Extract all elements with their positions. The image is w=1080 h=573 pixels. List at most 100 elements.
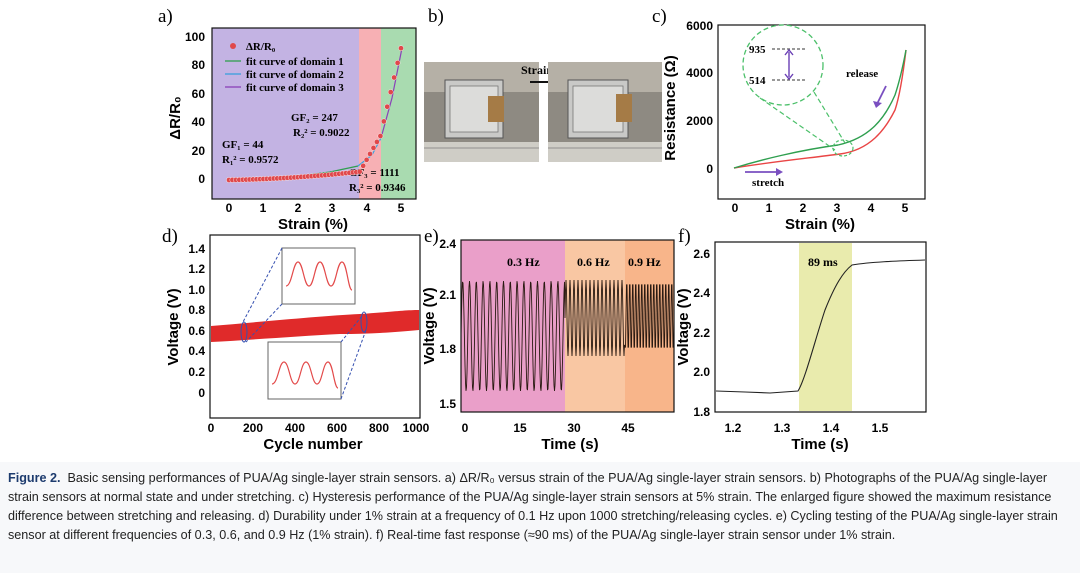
panel-c-xticks: 0 1 2 3 4 5 [732, 201, 909, 215]
photo-stretched-state [548, 62, 662, 162]
svg-text:60: 60 [192, 87, 206, 101]
svg-text:80: 80 [192, 58, 206, 72]
figure-canvas: a) ΔR/R₀ fit curve of domain 1 fit curve… [158, 6, 927, 453]
gf1-label: GF₁ = 44 [222, 139, 264, 151]
svg-text:1.8: 1.8 [693, 405, 710, 419]
svg-text:1.8: 1.8 [439, 342, 456, 356]
strain-label: Strain [521, 63, 553, 77]
svg-text:2.2: 2.2 [693, 326, 710, 340]
svg-text:1000: 1000 [403, 421, 430, 435]
svg-text:0.2: 0.2 [188, 365, 205, 379]
panel-a: a) ΔR/R₀ fit curve of domain 1 fit curve… [158, 6, 417, 233]
stretch-curve [733, 49, 907, 169]
svg-text:0: 0 [462, 421, 469, 435]
panel-d-yticks: 0 0.2 0.4 0.6 0.8 1.0 1.2 1.4 [188, 242, 205, 400]
svg-text:1.4: 1.4 [823, 421, 840, 435]
data-point [380, 118, 387, 125]
panel-d: d) 0 0.2 0.4 0.6 0.8 1.0 1.2 1.4 0 200 4… [162, 226, 430, 453]
panel-f: f) 89 ms 1.8 2.0 2.2 2.4 2.6 1.2 1.3 1.4… [675, 226, 927, 453]
svg-text:1.5: 1.5 [439, 397, 456, 411]
inset-late-cycles [267, 341, 342, 400]
data-point [370, 145, 377, 151]
svg-text:1: 1 [260, 201, 267, 215]
svg-text:0: 0 [208, 421, 215, 435]
panel-e-yticks: 1.5 1.8 2.1 2.4 [439, 237, 456, 411]
panel-a-letter: a) [158, 6, 173, 27]
svg-text:1.2: 1.2 [188, 262, 205, 276]
svg-text:20: 20 [192, 144, 206, 158]
domain-2-region [359, 28, 381, 199]
legend-item: fit curve of domain 2 [246, 69, 344, 81]
data-point [398, 45, 404, 52]
release-label: release [846, 68, 878, 80]
panel-c-ylabel: Resistance (Ω) [662, 55, 679, 160]
voltage-wave [461, 279, 674, 392]
panel-a-xticks: 0 1 2 3 4 5 [226, 201, 405, 215]
panel-e-ylabel: Voltage (V) [421, 287, 438, 364]
svg-text:400: 400 [285, 421, 305, 435]
svg-text:0: 0 [732, 201, 739, 215]
data-points [226, 45, 404, 183]
svg-text:0: 0 [198, 386, 205, 400]
svg-text:6000: 6000 [686, 19, 713, 33]
inset-early-cycles [281, 247, 356, 305]
up-arrow-icon [784, 48, 794, 56]
panel-a-frame [211, 27, 417, 200]
caption-title: Figure 2. [8, 471, 61, 485]
panel-f-yticks: 1.8 2.0 2.2 2.4 2.6 [693, 247, 710, 419]
legend-item: fit curve of domain 3 [246, 82, 344, 94]
svg-text:2: 2 [295, 201, 302, 215]
r3-label: R₃² = 0.9346 [349, 182, 406, 194]
data-point [360, 162, 367, 169]
inset-value-514: 514 [749, 75, 766, 87]
legend-marker-icon [230, 43, 236, 49]
photo-normal-state [424, 62, 539, 162]
panel-c: c) 935 514 release stretch 0 2000 4000 6… [652, 6, 926, 233]
panel-d-ylabel: Voltage (V) [165, 288, 182, 365]
svg-text:2.1: 2.1 [439, 288, 456, 302]
panel-e: e) 0.3 Hz 0.6 Hz 0.9 Hz 1.5 1.8 2.1 2.4 … [421, 226, 675, 453]
panel-f-letter: f) [678, 226, 691, 247]
svg-text:2: 2 [800, 201, 807, 215]
release-arrow-icon [876, 85, 887, 105]
svg-text:2.6: 2.6 [693, 247, 710, 261]
svg-text:1.2: 1.2 [725, 421, 742, 435]
inset-value-935: 935 [749, 44, 766, 56]
caption-text: Basic sensing performances of PUA/Ag sin… [8, 471, 1058, 542]
data-point [387, 89, 394, 95]
svg-text:40: 40 [192, 115, 206, 129]
panel-b-letter: b) [428, 6, 444, 27]
svg-text:4: 4 [364, 201, 371, 215]
panel-a-yticks: 0 20 40 60 80 100 [185, 30, 205, 186]
svg-text:2.0: 2.0 [693, 365, 710, 379]
svg-text:0: 0 [226, 201, 233, 215]
svg-text:100: 100 [185, 30, 205, 44]
panel-c-letter: c) [652, 6, 667, 27]
svg-text:2.4: 2.4 [693, 286, 710, 300]
svg-text:200: 200 [243, 421, 263, 435]
svg-text:5: 5 [902, 201, 909, 215]
panel-f-xticks: 1.2 1.3 1.4 1.5 [725, 421, 889, 435]
release-curve [733, 49, 907, 169]
domain-3-region [381, 28, 416, 199]
svg-text:1.5: 1.5 [872, 421, 889, 435]
r1-label: R₁² = 0.9572 [222, 154, 279, 166]
svg-text:1.0: 1.0 [188, 283, 205, 297]
svg-text:0: 0 [198, 172, 205, 186]
r2-label: R₂² = 0.9022 [293, 127, 350, 139]
svg-text:15: 15 [513, 421, 527, 435]
svg-text:3: 3 [329, 201, 336, 215]
data-point [377, 133, 384, 139]
svg-text:4: 4 [868, 201, 875, 215]
region-label: 0.9 Hz [628, 255, 661, 269]
response-time-band [799, 243, 852, 411]
response-curve [715, 259, 926, 394]
panel-a-ylabel: ΔR/R₀ [167, 96, 184, 139]
band-label: 89 ms [808, 255, 838, 269]
panel-e-letter: e) [424, 226, 439, 247]
data-point [363, 156, 370, 163]
svg-text:600: 600 [327, 421, 347, 435]
data-point [356, 168, 363, 175]
panel-b: b) Strain [424, 6, 662, 162]
svg-text:2000: 2000 [686, 114, 713, 128]
